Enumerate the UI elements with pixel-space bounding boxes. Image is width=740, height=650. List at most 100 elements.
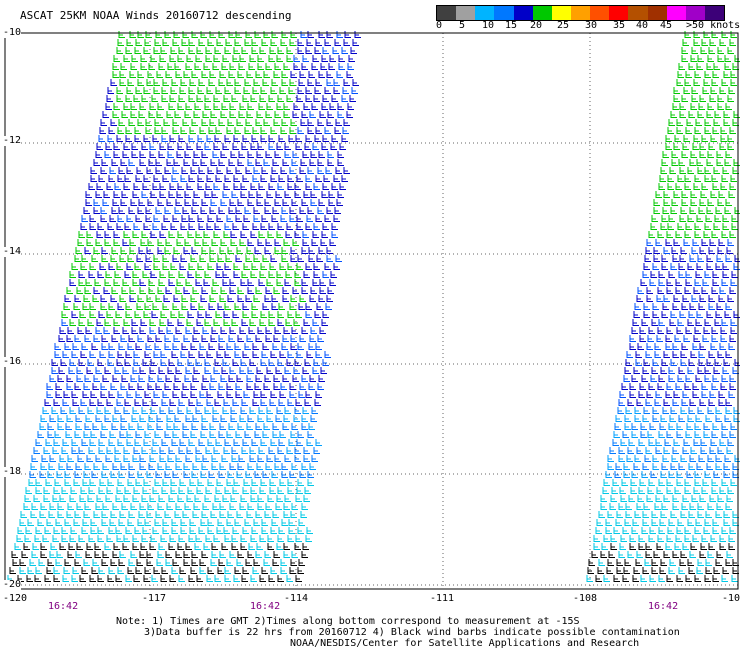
wind-barb bbox=[689, 399, 696, 406]
wind-barb bbox=[241, 319, 248, 326]
wind-barb bbox=[227, 295, 234, 302]
wind-barb bbox=[723, 119, 730, 126]
wind-barb bbox=[309, 295, 316, 302]
wind-barb bbox=[160, 351, 167, 358]
wind-barb bbox=[638, 543, 645, 550]
wind-barb bbox=[335, 167, 342, 174]
wind-barb bbox=[243, 391, 250, 398]
wind-barb bbox=[26, 575, 33, 582]
wind-barb bbox=[296, 487, 303, 494]
wind-barb bbox=[287, 479, 294, 486]
wind-barb bbox=[218, 159, 225, 166]
wind-barb bbox=[281, 71, 288, 78]
wind-barb bbox=[666, 327, 673, 334]
wind-barb bbox=[146, 295, 153, 302]
wind-barb bbox=[648, 479, 655, 486]
wind-barb bbox=[670, 207, 677, 214]
wind-barb bbox=[81, 343, 88, 350]
wind-barb bbox=[188, 39, 195, 46]
wind-barb bbox=[117, 303, 124, 310]
wind-barb bbox=[201, 335, 208, 342]
wind-barb bbox=[681, 343, 688, 350]
wind-barb bbox=[24, 495, 31, 502]
wind-barb bbox=[723, 511, 730, 518]
colorbar-swatch bbox=[532, 6, 552, 20]
wind-barb bbox=[274, 111, 281, 118]
wind-barb bbox=[163, 215, 170, 222]
wind-barb bbox=[672, 343, 679, 350]
wind-barb bbox=[206, 399, 213, 406]
wind-barb bbox=[114, 183, 121, 190]
wind-barb bbox=[266, 103, 273, 110]
wind-barb bbox=[113, 55, 120, 62]
wind-barb bbox=[100, 303, 107, 310]
wind-barb bbox=[677, 175, 684, 182]
wind-barb bbox=[111, 247, 118, 254]
wind-barb bbox=[223, 319, 230, 326]
wind-barb bbox=[197, 135, 204, 142]
wind-barb bbox=[293, 319, 300, 326]
wind-barb bbox=[689, 455, 696, 462]
wind-barb bbox=[40, 415, 47, 422]
wind-barb bbox=[154, 519, 161, 526]
wind-barb bbox=[242, 567, 249, 574]
wind-barb bbox=[156, 111, 163, 118]
wind-barb bbox=[167, 319, 174, 326]
wind-barb bbox=[624, 423, 631, 430]
wind-barb bbox=[112, 415, 119, 422]
wind-barb bbox=[700, 543, 707, 550]
wind-barb bbox=[69, 535, 76, 542]
wind-barb bbox=[184, 239, 191, 246]
wind-barb bbox=[287, 183, 294, 190]
wind-barb bbox=[153, 175, 160, 182]
wind-barb bbox=[134, 527, 141, 534]
wind-barb bbox=[299, 295, 306, 302]
wind-barb bbox=[658, 527, 665, 534]
wind-barb bbox=[302, 239, 309, 246]
wind-barb bbox=[666, 575, 673, 582]
wind-barb bbox=[158, 495, 165, 502]
wind-barb bbox=[149, 103, 156, 110]
wind-barb bbox=[43, 495, 50, 502]
wind-barb bbox=[269, 399, 276, 406]
wind-barb bbox=[205, 47, 212, 54]
wind-barb bbox=[662, 303, 669, 310]
wind-barb bbox=[192, 335, 199, 342]
wind-barb bbox=[61, 487, 68, 494]
wind-barb bbox=[268, 575, 275, 582]
wind-barb bbox=[280, 39, 287, 46]
wind-barb bbox=[49, 415, 56, 422]
wind-barb bbox=[195, 55, 202, 62]
colorbar-swatch bbox=[570, 6, 591, 20]
wind-barb bbox=[257, 415, 264, 422]
wind-barb bbox=[80, 223, 87, 230]
wind-barb bbox=[682, 39, 689, 46]
wind-barb bbox=[290, 559, 297, 566]
wind-barb bbox=[152, 303, 159, 310]
wind-barb bbox=[317, 159, 324, 166]
wind-barb bbox=[309, 375, 316, 382]
wind-barb bbox=[277, 311, 284, 318]
wind-barb bbox=[139, 463, 146, 470]
wind-barb bbox=[722, 271, 729, 278]
wind-barb bbox=[139, 367, 146, 374]
wind-barb bbox=[241, 399, 248, 406]
wind-barb bbox=[24, 535, 31, 542]
wind-barb bbox=[185, 543, 192, 550]
wind-barb bbox=[146, 551, 153, 558]
wind-barb bbox=[297, 39, 304, 46]
wind-barb bbox=[302, 367, 309, 374]
wind-barb bbox=[271, 295, 278, 302]
wind-barb bbox=[317, 207, 324, 214]
wind-barb bbox=[652, 463, 659, 470]
wind-barb bbox=[264, 295, 271, 302]
wind-barb bbox=[69, 279, 76, 286]
wind-barb bbox=[65, 423, 72, 430]
wind-barb bbox=[333, 87, 340, 94]
wind-barb bbox=[731, 223, 738, 230]
wind-barb bbox=[169, 399, 176, 406]
wind-barb bbox=[703, 231, 710, 238]
wind-barb bbox=[194, 543, 201, 550]
wind-barb bbox=[667, 223, 674, 230]
wind-barb bbox=[128, 119, 135, 126]
